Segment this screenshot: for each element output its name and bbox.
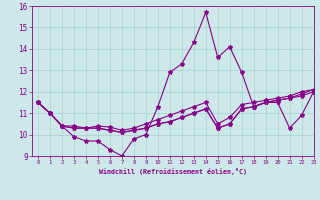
- X-axis label: Windchill (Refroidissement éolien,°C): Windchill (Refroidissement éolien,°C): [99, 168, 247, 175]
